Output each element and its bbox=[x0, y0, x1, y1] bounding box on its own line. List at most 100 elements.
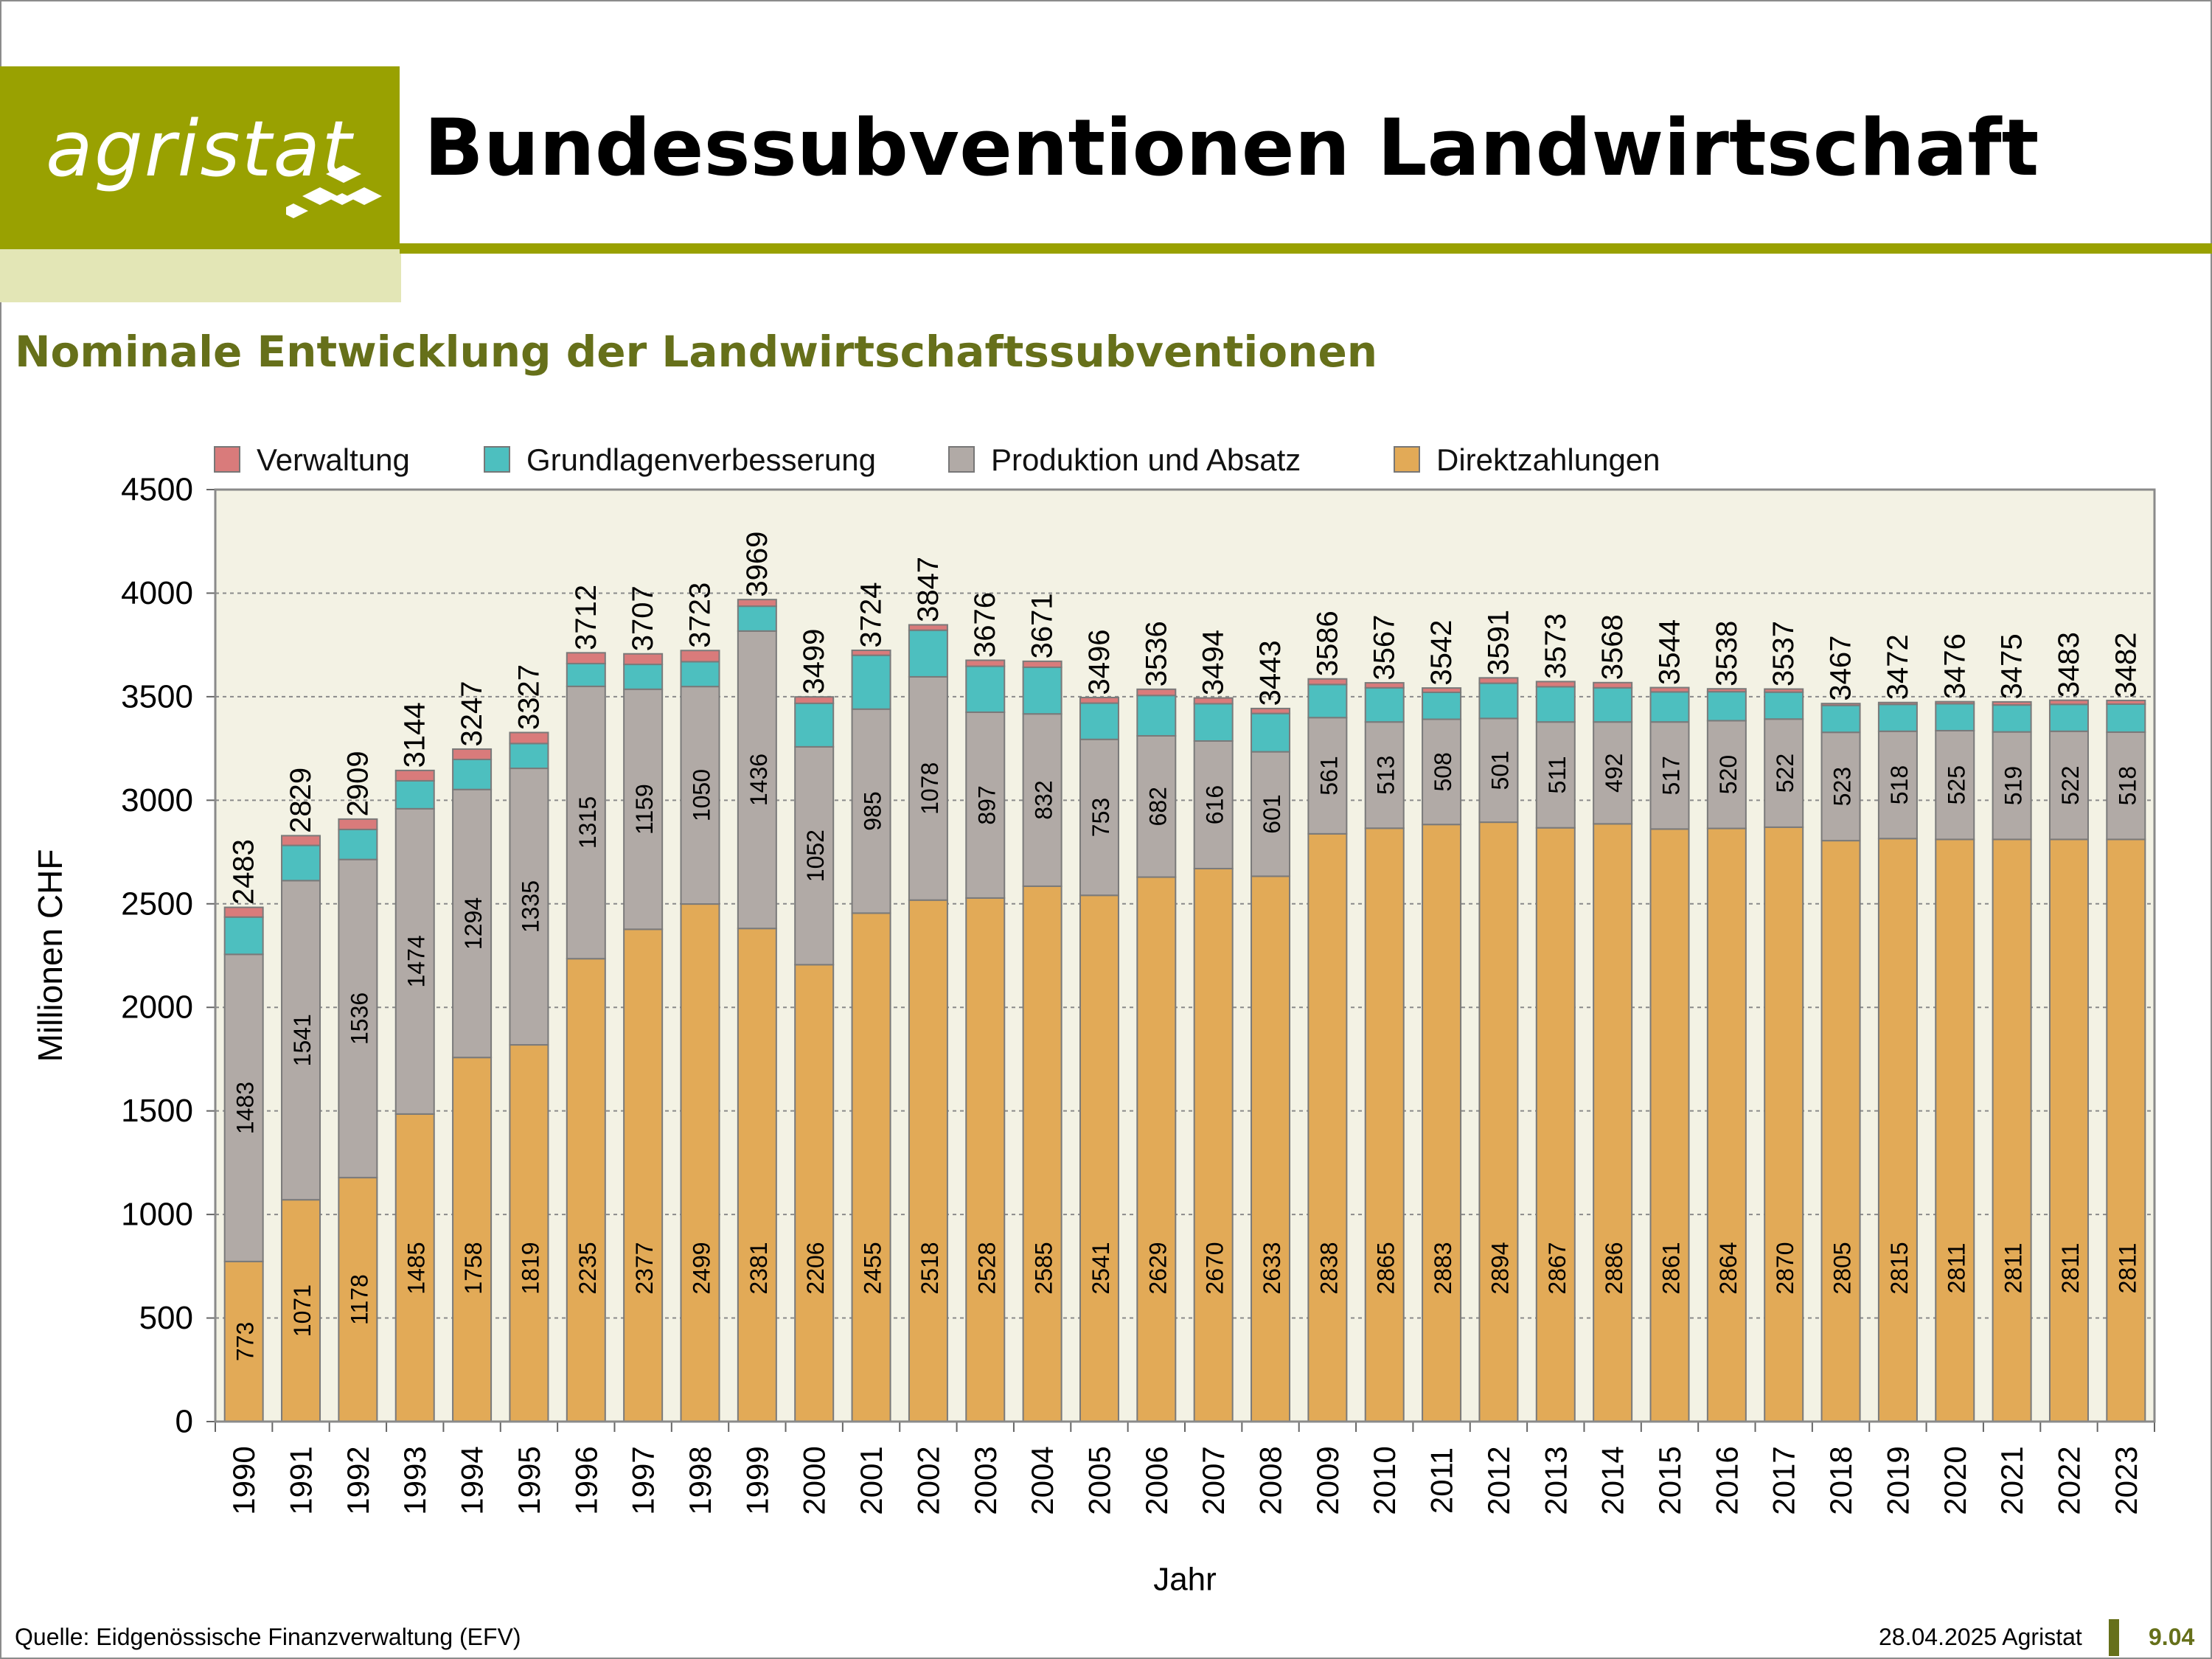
data-label-produktion: 513 bbox=[1373, 756, 1399, 795]
bar-segment-verwaltung bbox=[1251, 707, 1291, 714]
x-tick-label: 2013 bbox=[1538, 1446, 1573, 1514]
bar-segment-grundlagen bbox=[1422, 691, 1462, 720]
data-label-total: 3467 bbox=[1825, 636, 1857, 701]
data-label-total: 3544 bbox=[1654, 619, 1686, 685]
bar-segment-verwaltung bbox=[2106, 699, 2146, 706]
data-label-total: 3969 bbox=[741, 532, 773, 597]
data-label-produktion: 523 bbox=[1829, 767, 1856, 806]
x-axis-title: Jahr bbox=[1153, 1562, 1217, 1598]
bar-segment-direktzahlungen bbox=[1535, 827, 1576, 1422]
x-tick-label: 1990 bbox=[226, 1446, 261, 1514]
legend-swatch-grundlagenverbesserung bbox=[484, 446, 510, 473]
bar-segment-grundlagen bbox=[908, 629, 948, 678]
bar-segment-direktzahlungen bbox=[1251, 875, 1291, 1422]
data-label-produktion: 511 bbox=[1544, 756, 1571, 793]
bar-segment-grundlagen bbox=[566, 662, 606, 687]
bar-segment-grundlagen bbox=[794, 702, 835, 748]
data-label-produktion: 1335 bbox=[517, 880, 543, 933]
bar-segment-direktzahlungen bbox=[1649, 828, 1690, 1422]
bar-segment-verwaltung bbox=[1764, 688, 1804, 693]
x-tick-label: 2012 bbox=[1481, 1446, 1516, 1514]
x-tick-label: 2014 bbox=[1596, 1446, 1630, 1514]
y-tick-label: 4000 bbox=[121, 575, 193, 611]
bar-segment-verwaltung bbox=[338, 818, 378, 830]
bar-segment-verwaltung bbox=[281, 835, 321, 846]
footer-divider bbox=[2109, 1619, 2119, 1656]
data-label-produktion: 832 bbox=[1031, 780, 1057, 819]
bar-segment-produktion bbox=[851, 708, 891, 914]
y-tick-label: 0 bbox=[175, 1404, 193, 1440]
x-tick-label: 2000 bbox=[797, 1446, 832, 1514]
bar-segment-verwaltung bbox=[794, 696, 835, 704]
data-label-produktion: 1052 bbox=[802, 830, 829, 882]
data-label-produktion: 601 bbox=[1259, 794, 1285, 833]
data-label-total: 3567 bbox=[1368, 615, 1401, 681]
data-label-direktzahlungen: 2235 bbox=[574, 1242, 601, 1294]
data-label-total: 3568 bbox=[1596, 614, 1629, 680]
page-number: 9.04 bbox=[2149, 1624, 2195, 1650]
x-tick-label: 1995 bbox=[512, 1446, 546, 1514]
data-label-direktzahlungen: 2805 bbox=[1829, 1242, 1856, 1294]
bar-segment-grundlagen bbox=[1136, 695, 1177, 737]
data-label-produktion: 522 bbox=[2057, 765, 2084, 804]
data-label-produktion: 520 bbox=[1715, 755, 1742, 794]
bar-segment-direktzahlungen bbox=[2106, 838, 2146, 1423]
x-tick-label: 2003 bbox=[968, 1446, 1003, 1514]
x-tick-label: 2020 bbox=[1938, 1446, 1972, 1514]
bar-segment-verwaltung bbox=[223, 906, 264, 918]
bar-segment-direktzahlungen bbox=[1193, 868, 1234, 1422]
plot-border bbox=[214, 488, 2156, 1423]
bar-segment-produktion bbox=[1877, 730, 1918, 840]
x-tick-label: 1994 bbox=[455, 1446, 490, 1514]
logo-diamond-icon bbox=[286, 165, 382, 218]
data-label-total: 3443 bbox=[1254, 640, 1287, 706]
data-label-direktzahlungen: 2629 bbox=[1144, 1242, 1171, 1294]
bar-segment-produktion bbox=[1992, 731, 2032, 841]
bar-segment-direktzahlungen bbox=[851, 912, 891, 1422]
bar-segment-verwaltung bbox=[1877, 701, 1918, 706]
bar-segment-direktzahlungen bbox=[737, 928, 777, 1423]
bar-segment-verwaltung bbox=[1935, 700, 1975, 705]
data-label-produktion: 1536 bbox=[346, 992, 372, 1045]
bar-segment-produktion bbox=[737, 630, 777, 930]
bar-segment-verwaltung bbox=[908, 624, 948, 631]
bar-segment-produktion bbox=[2106, 731, 2146, 841]
bar-segment-verwaltung bbox=[1820, 703, 1861, 706]
data-label-direktzahlungen: 1178 bbox=[346, 1274, 372, 1325]
data-label-direktzahlungen: 2894 bbox=[1486, 1242, 1513, 1294]
data-label-total: 3538 bbox=[1711, 621, 1743, 686]
data-label-produktion: 501 bbox=[1486, 751, 1513, 790]
bar-segment-direktzahlungen bbox=[1422, 824, 1462, 1423]
bar-segment-produktion bbox=[1478, 717, 1519, 824]
data-label-total: 3247 bbox=[456, 681, 488, 746]
legend-label-grundlagenverbesserung: Grundlagenverbesserung bbox=[526, 442, 876, 477]
bar-segment-grundlagen bbox=[965, 665, 1006, 713]
data-label-direktzahlungen: 2811 bbox=[2114, 1243, 2140, 1294]
bar-segment-grundlagen bbox=[1820, 704, 1861, 734]
footer-date: 28.04.2025 Agristat bbox=[1879, 1624, 2082, 1650]
data-label-produktion: 519 bbox=[2000, 766, 2027, 805]
data-label-total: 3712 bbox=[570, 585, 602, 650]
data-label-direktzahlungen: 2381 bbox=[745, 1242, 772, 1294]
x-tick-label: 2004 bbox=[1025, 1446, 1060, 1514]
data-label-produktion: 517 bbox=[1658, 756, 1685, 795]
bar-segment-direktzahlungen bbox=[1307, 832, 1348, 1422]
data-label-direktzahlungen: 1485 bbox=[403, 1242, 430, 1294]
data-label-produktion: 1315 bbox=[574, 796, 601, 849]
x-tick-label: 2018 bbox=[1823, 1446, 1858, 1514]
x-tick-label: 2002 bbox=[911, 1446, 945, 1514]
data-label-direktzahlungen: 2528 bbox=[973, 1242, 1000, 1294]
data-label-total: 3591 bbox=[1482, 610, 1514, 675]
y-tick-label: 3000 bbox=[121, 782, 193, 818]
data-label-produktion: 518 bbox=[1886, 765, 1913, 804]
bar-segment-direktzahlungen bbox=[566, 958, 606, 1423]
bar-segment-verwaltung bbox=[737, 599, 777, 608]
bar-segment-grundlagen bbox=[1478, 682, 1519, 720]
data-label-produktion: 682 bbox=[1144, 787, 1171, 826]
data-label-produktion: 1474 bbox=[403, 935, 430, 987]
bar-segment-grundlagen bbox=[1251, 712, 1291, 753]
data-label-produktion: 1050 bbox=[689, 769, 715, 821]
x-tick-label: 2006 bbox=[1139, 1446, 1174, 1514]
x-tick-label: 1999 bbox=[740, 1446, 774, 1514]
